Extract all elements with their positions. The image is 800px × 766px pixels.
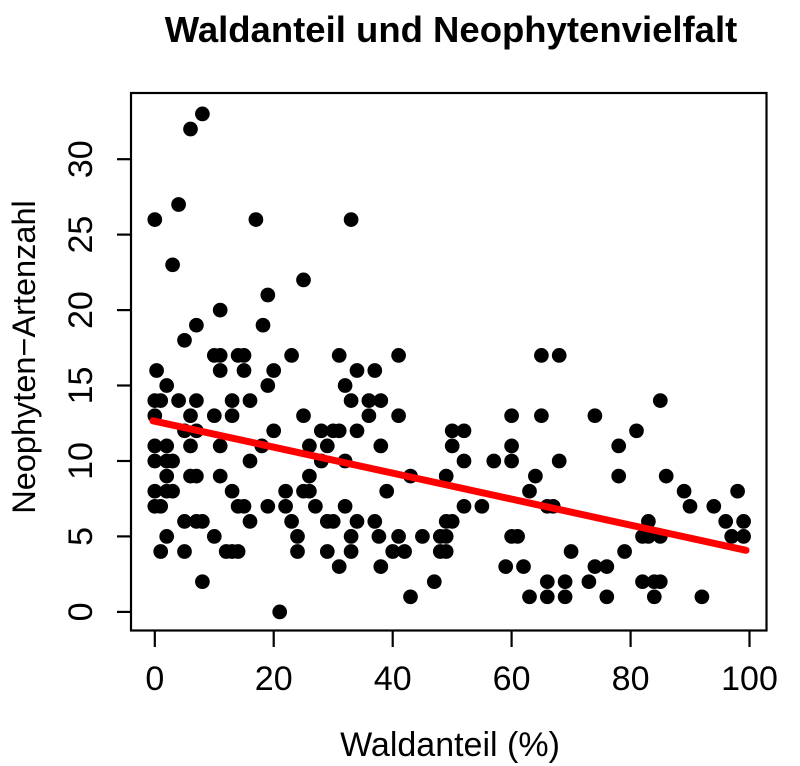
svg-text:Waldanteil (%): Waldanteil (%) bbox=[340, 726, 560, 764]
svg-text:20: 20 bbox=[62, 291, 100, 329]
svg-text:20: 20 bbox=[255, 660, 293, 698]
svg-text:60: 60 bbox=[493, 660, 531, 698]
svg-text:15: 15 bbox=[62, 367, 100, 405]
svg-text:25: 25 bbox=[62, 216, 100, 254]
svg-text:10: 10 bbox=[62, 442, 100, 480]
svg-text:0: 0 bbox=[62, 602, 100, 621]
svg-text:100: 100 bbox=[721, 660, 778, 698]
svg-text:40: 40 bbox=[374, 660, 412, 698]
svg-text:0: 0 bbox=[145, 660, 164, 698]
svg-text:Waldanteil und Neophytenvielfa: Waldanteil und Neophytenvielfalt bbox=[165, 9, 738, 50]
svg-text:30: 30 bbox=[62, 140, 100, 178]
svg-text:80: 80 bbox=[612, 660, 650, 698]
svg-text:5: 5 bbox=[62, 527, 100, 546]
svg-text:Neophyten−Artenzahl: Neophyten−Artenzahl bbox=[6, 200, 42, 513]
